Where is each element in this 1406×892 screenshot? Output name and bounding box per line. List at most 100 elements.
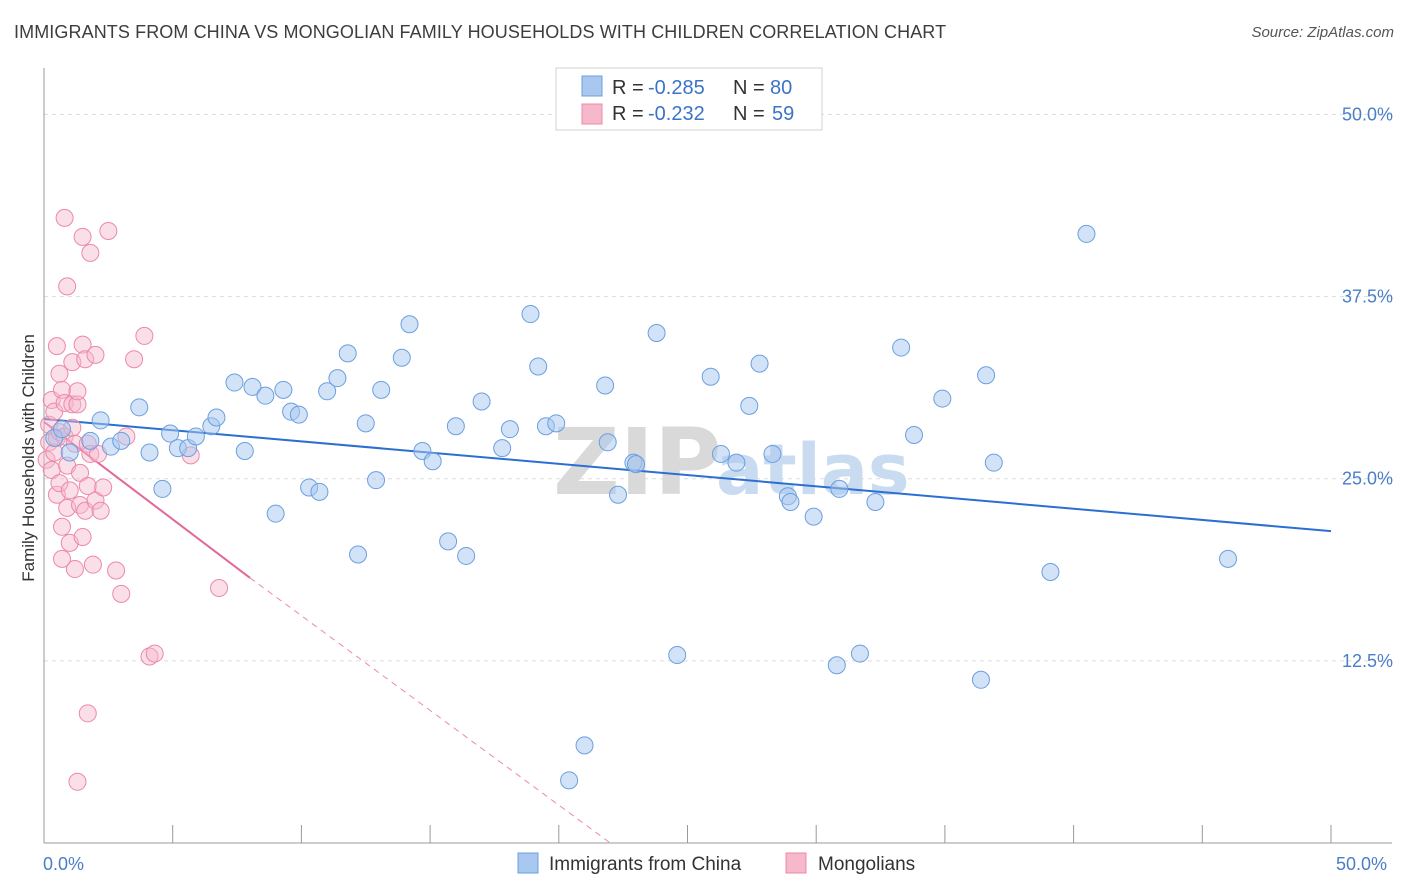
mongolians-point xyxy=(91,501,110,520)
china-point xyxy=(647,324,666,342)
mongolians-point xyxy=(112,584,131,603)
china-point xyxy=(367,471,386,490)
china-point xyxy=(243,377,262,396)
china-point xyxy=(984,453,1003,472)
china-point xyxy=(711,444,730,463)
mongolians-point xyxy=(81,243,100,262)
china-point xyxy=(310,482,329,501)
china-point xyxy=(827,656,846,675)
china-point xyxy=(457,546,476,565)
china-point xyxy=(140,443,159,462)
legend-n-label-mongolians: N = xyxy=(733,103,765,125)
y-tick-label: 37.5% xyxy=(1342,287,1393,307)
mongolians-point xyxy=(58,277,77,296)
china-point xyxy=(529,357,548,376)
y-axis-label: Family Households with Children xyxy=(19,334,38,582)
china-point xyxy=(186,427,205,446)
legend-swatch-china xyxy=(581,75,603,97)
china-point xyxy=(609,485,628,504)
china-point xyxy=(547,414,566,433)
mongolians-point xyxy=(86,345,105,364)
bottom-legend-label-china: Immigrants from China xyxy=(549,854,742,875)
mongolians-point xyxy=(73,227,92,246)
mongolians-point xyxy=(50,364,69,383)
china-point xyxy=(763,444,782,463)
mongolians-point xyxy=(47,337,66,356)
china-point xyxy=(328,369,347,388)
legend-swatch-mongolians xyxy=(581,103,603,125)
china-point xyxy=(472,392,491,411)
legend-n-label-china: N = xyxy=(733,77,765,99)
china-point xyxy=(392,348,411,367)
mongolians-point xyxy=(60,481,79,500)
mongolians-point xyxy=(53,517,72,536)
china-point xyxy=(318,382,337,401)
china-point xyxy=(423,452,442,471)
x-tick-min: 0.0% xyxy=(43,854,84,874)
china-point xyxy=(781,493,800,512)
china-point xyxy=(1041,562,1060,581)
china-point xyxy=(60,443,79,462)
china-point xyxy=(349,545,368,564)
bottom-legend-label-mongolians: Mongolians xyxy=(818,854,915,875)
legend-r-value-china: -0.285 xyxy=(648,77,705,99)
y-tick-label: 12.5% xyxy=(1342,651,1393,671)
china-point xyxy=(575,736,594,755)
y-tick-label: 25.0% xyxy=(1342,469,1393,489)
china-point xyxy=(289,405,308,424)
mongolians-point xyxy=(50,474,69,493)
mongolians-point xyxy=(94,478,113,497)
chart-title: IMMIGRANTS FROM CHINA VS MONGOLIAN FAMIL… xyxy=(14,22,947,42)
china-point xyxy=(130,398,149,417)
china-point xyxy=(53,420,72,439)
china-point xyxy=(439,532,458,551)
china-point xyxy=(207,408,226,427)
mongolians-points xyxy=(37,208,229,791)
mongolians-point xyxy=(125,350,144,369)
china-point xyxy=(112,431,131,450)
mongolians-point xyxy=(68,395,87,414)
china-point xyxy=(153,479,172,498)
mongolians-point xyxy=(55,393,74,412)
mongolians-point xyxy=(140,647,159,666)
china-point xyxy=(81,431,100,450)
china-point xyxy=(91,411,110,430)
china-points xyxy=(45,224,1238,790)
mongolians-point xyxy=(53,380,72,399)
legend-r-value-mongolians: -0.232 xyxy=(648,103,705,125)
mongolians-point xyxy=(210,579,229,597)
mongolians-point xyxy=(76,350,95,369)
china-point xyxy=(356,414,375,433)
mongolians-point xyxy=(68,382,87,401)
legend-r-label-china: R = xyxy=(612,77,644,99)
china-point xyxy=(560,771,579,790)
mongolians-point xyxy=(107,561,126,580)
mongolians-point xyxy=(68,772,87,791)
china-point xyxy=(400,315,419,334)
mongolians-point xyxy=(78,477,97,495)
legend-n-value-china: 80 xyxy=(770,77,792,99)
china-point xyxy=(225,373,244,392)
china-point xyxy=(866,493,885,512)
mongolians-point xyxy=(55,208,74,227)
bottom-legend-swatch-mongolians xyxy=(785,852,807,874)
china-point xyxy=(338,344,357,363)
mongolians-trend-extension xyxy=(249,577,611,844)
legend-n-value-mongolians: 59 xyxy=(772,103,794,125)
china-point xyxy=(500,420,519,439)
china-point xyxy=(266,504,285,523)
china-point xyxy=(372,380,391,399)
china-point xyxy=(727,453,746,472)
china-point xyxy=(971,670,990,689)
trend-lines xyxy=(43,417,1332,844)
mongolians-point xyxy=(73,528,92,546)
china-point xyxy=(521,305,540,324)
mongolians-point xyxy=(53,549,72,568)
china-point xyxy=(493,439,512,458)
mongolians-point xyxy=(135,326,154,345)
china-point xyxy=(750,354,769,373)
china-point xyxy=(1077,224,1096,243)
china-point xyxy=(668,646,687,665)
bottom-legend-swatch-china xyxy=(517,852,539,874)
